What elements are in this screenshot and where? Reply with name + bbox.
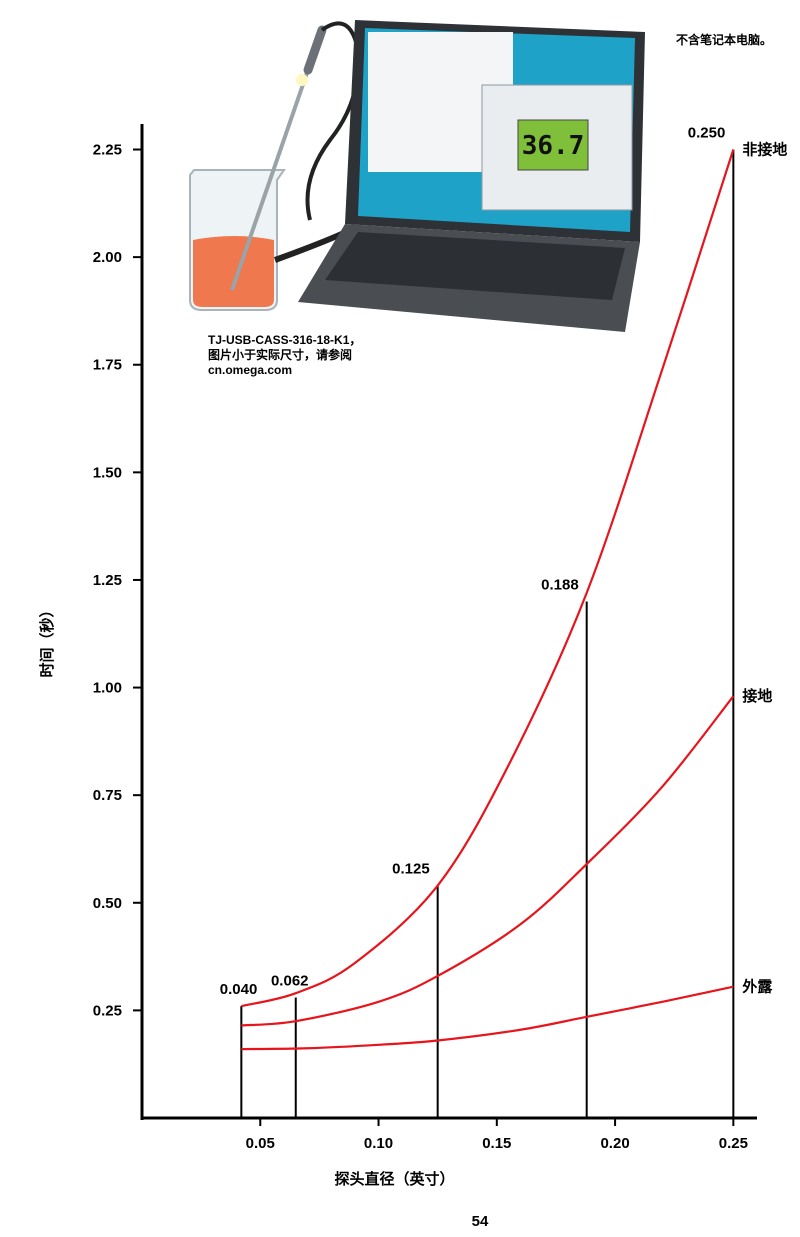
y-tick-label: 2.25 (93, 142, 122, 159)
x-tick-label: 0.25 (719, 1135, 748, 1152)
x-tick-label: 0.05 (246, 1135, 275, 1152)
series-curves (241, 149, 735, 1051)
chart-labels: 探头直径（英寸） 时间（秒） 0.040 0.062 0.125 0.188 0.250 非接… (38, 125, 787, 1188)
y-tick-label: 0.50 (93, 895, 122, 912)
screen-reading: 36.7 (522, 131, 585, 161)
series-name-label: 外露 (741, 978, 773, 996)
y-tick-label: 2.00 (93, 249, 122, 266)
laptop-icon: 36.7 (298, 20, 645, 332)
probe-diameter-label: 0.062 (271, 972, 309, 989)
series-line (241, 149, 735, 1008)
probe-diameter-label: 0.040 (220, 981, 258, 998)
probe-diameter-label: 0.250 (688, 125, 726, 142)
probe-diameter-label: 0.188 (541, 576, 579, 593)
beaker-icon (189, 169, 286, 311)
y-tick-label: 0.75 (93, 787, 122, 804)
caption-line-2: 图片小于实际尺寸，请参阅 (208, 348, 353, 362)
photo-caption: TJ-USB-CASS-316-18-K1， 图片小于实际尺寸，请参阅 cn.o… (208, 333, 361, 378)
product-photo: 36.7 (180, 10, 650, 340)
x-tick-label: 0.10 (364, 1135, 393, 1152)
series-name-label: 接地 (742, 687, 772, 705)
probe-diameter-label: 0.125 (392, 861, 430, 878)
y-tick-label: 1.25 (93, 572, 122, 589)
laptop-probe-illustration: 36.7 (189, 20, 645, 332)
page-number: 54 (471, 1213, 489, 1230)
series-line (241, 985, 734, 1051)
x-tick-label: 0.20 (600, 1135, 629, 1152)
caption-line-3: cn.omega.com (208, 363, 293, 377)
probe-icon (230, 21, 361, 291)
y-axis-label: 时间（秒） (38, 602, 56, 677)
chart-axes: 0.25 0.50 0.75 1.00 1.25 1.50 1.75 2.00 2.25 0.05… (93, 124, 757, 1152)
x-axis-label: 探头直径（英寸） (334, 1170, 454, 1188)
x-tick-label: 0.15 (482, 1135, 511, 1152)
laptop-note: 不含笔记本电脑。 (676, 33, 773, 47)
caption-line-1: TJ-USB-CASS-316-18-K1， (208, 333, 362, 347)
y-tick-label: 1.00 (93, 680, 122, 697)
y-tick-label: 0.25 (93, 1002, 122, 1019)
series-name-label: 非接地 (742, 141, 787, 159)
series-line (241, 695, 735, 1027)
y-tick-label: 1.75 (93, 357, 122, 374)
y-tick-label: 1.50 (93, 464, 122, 481)
